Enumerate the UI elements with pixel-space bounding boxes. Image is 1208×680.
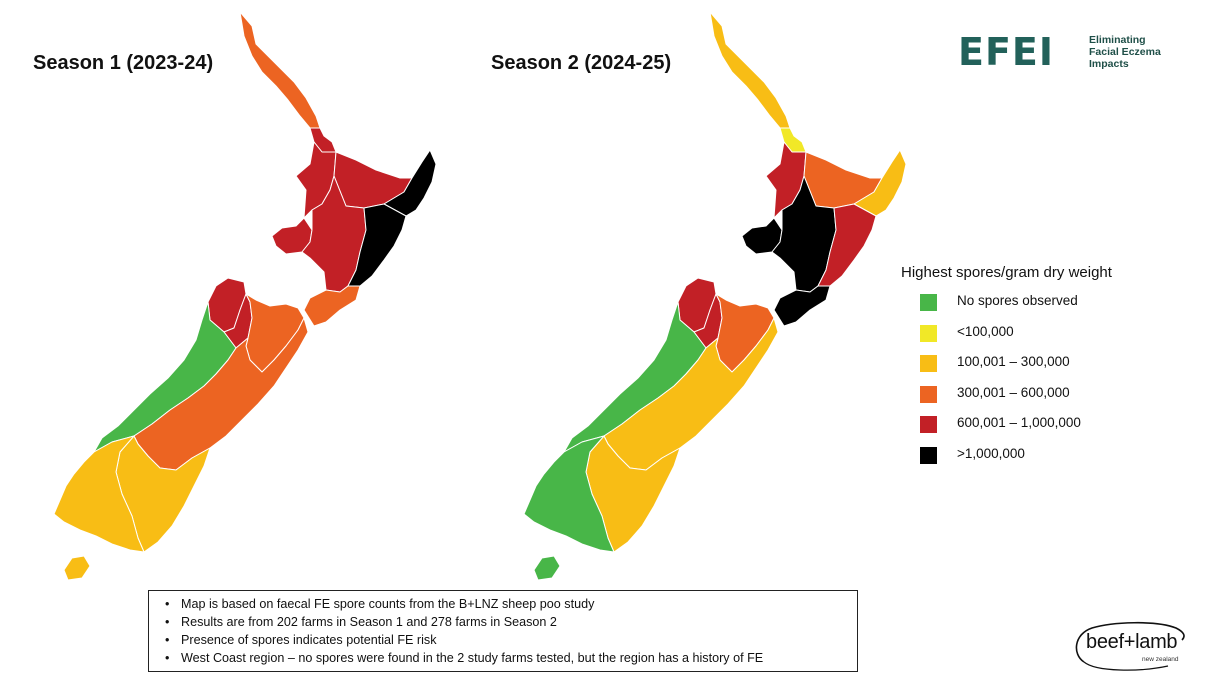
notes-list: Map is based on faecal FE spore counts f… [159, 595, 847, 667]
legend-swatch [920, 294, 937, 311]
beef-lamb-logo: beef+lamb new zealand [1070, 618, 1190, 676]
efei-tagline-line: Eliminating [1089, 34, 1146, 46]
legend-swatch [920, 416, 937, 433]
region-hawke-s-bay [817, 203, 877, 287]
region-gisborne [383, 149, 437, 217]
beef-lamb-wordmark: beef+lamb [1086, 631, 1178, 653]
notes-box: Map is based on faecal FE spore counts f… [148, 590, 858, 672]
legend-swatch [920, 355, 937, 372]
region-wellington [773, 285, 831, 327]
note-item: Map is based on faecal FE spore counts f… [165, 595, 847, 613]
legend-swatch [920, 324, 937, 342]
legend: Highest spores/gram dry weight No spores… [901, 264, 1161, 475]
region-northland [709, 11, 791, 129]
legend-swatch [920, 385, 937, 403]
beef-lamb-logo-swoosh [1075, 621, 1185, 671]
legend-title: Highest spores/gram dry weight [901, 264, 1112, 281]
legend-item: >1,000,000 [901, 445, 1161, 476]
efei-logo-mark: EFEI [958, 30, 1055, 74]
region-stewart-island [533, 555, 561, 581]
region-canterbury [133, 317, 309, 471]
region-wellington [303, 285, 361, 327]
legend-label: No spores observed [957, 293, 1078, 308]
legend-swatch [920, 446, 937, 464]
efei-tagline-line: Impacts [1089, 58, 1129, 70]
note-item: Presence of spores indicates potential F… [165, 631, 847, 649]
region-southland [53, 435, 145, 553]
region-gisborne [853, 149, 907, 217]
legend-item: No spores observed [901, 292, 1161, 323]
efei-logo-tagline: Eliminating Facial Eczema Impacts [1089, 34, 1161, 70]
note-item: West Coast region – no spores were found… [165, 649, 847, 667]
region-southland [523, 435, 615, 553]
efei-logo: EFEI Eliminating Facial Eczema Impacts [958, 30, 1173, 74]
region-hawke-s-bay [347, 203, 407, 287]
efei-tagline-line: Facial Eczema [1089, 46, 1161, 58]
season-1-map [53, 11, 437, 581]
legend-label: 100,001 – 300,000 [957, 354, 1070, 369]
legend-item: <100,000 [901, 323, 1161, 354]
note-item: Results are from 202 farms in Season 1 a… [165, 613, 847, 631]
legend-label: >1,000,000 [957, 445, 1025, 461]
legend-label: <100,000 [957, 323, 1014, 339]
legend-item: 600,001 – 1,000,000 [901, 414, 1161, 445]
beef-lamb-subtitle: new zealand [1142, 656, 1179, 663]
legend-label: 300,001 – 600,000 [957, 384, 1070, 400]
legend-item: 100,001 – 300,000 [901, 353, 1161, 384]
region-stewart-island [63, 555, 91, 581]
season-2-title: Season 2 (2024-25) [491, 52, 672, 74]
season-2-map [523, 11, 907, 581]
legend-item: 300,001 – 600,000 [901, 384, 1161, 415]
region-northland [239, 11, 321, 129]
region-canterbury [603, 317, 779, 471]
legend-label: 600,001 – 1,000,000 [957, 415, 1081, 430]
season-1-title: Season 1 (2023-24) [33, 52, 214, 74]
